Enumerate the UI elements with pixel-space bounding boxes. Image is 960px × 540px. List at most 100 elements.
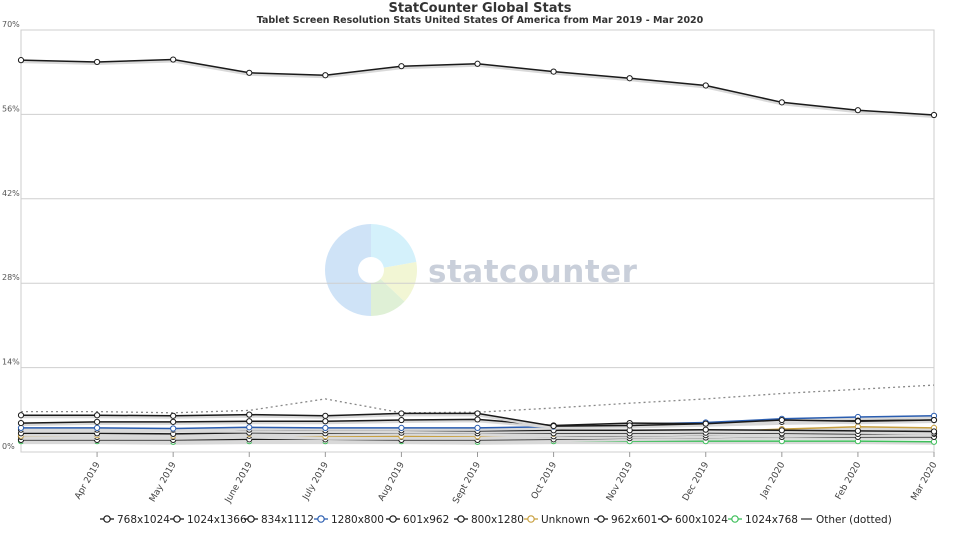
legend-marker (457, 515, 465, 523)
data-point[interactable] (246, 424, 253, 431)
data-point[interactable] (93, 424, 101, 431)
legend-item[interactable]: 1024x768 (728, 514, 798, 526)
series-768x1024 (17, 56, 938, 119)
plot-frame (20, 29, 935, 453)
series-1024x1366 (17, 410, 938, 430)
y-tick-label: 14% (2, 358, 20, 367)
statcounter-watermark: statcounter (325, 224, 638, 316)
data-point[interactable] (17, 419, 25, 427)
data-point[interactable] (93, 58, 101, 66)
legend-item[interactable]: 768x1024 (100, 514, 170, 526)
data-point[interactable] (246, 411, 253, 418)
data-point[interactable] (398, 63, 405, 70)
series-layer (17, 56, 938, 445)
legend-item[interactable]: Other (dotted) (801, 514, 892, 526)
data-point[interactable] (474, 416, 481, 423)
x-tick-label: Nov 2019 (605, 460, 635, 503)
data-point[interactable] (474, 60, 481, 67)
data-point[interactable] (930, 416, 938, 424)
legend-label: 834x1112 (261, 514, 314, 526)
x-tick-label: Sept 2019 (451, 460, 483, 505)
statcounter-logo-icon (325, 224, 417, 316)
chart-subtitle: Tablet Screen Resolution Stats United St… (257, 15, 704, 26)
data-point[interactable] (854, 107, 862, 114)
legend-item[interactable]: 834x1112 (244, 514, 314, 526)
data-point[interactable] (170, 56, 177, 63)
legend-label: 1280x800 (331, 514, 384, 526)
series-other-dotted (21, 384, 935, 414)
watermark-text: statcounter (428, 254, 638, 290)
legend: 768x1024 1024x1366 834x1112 1280x800 601x962… (100, 514, 892, 526)
data-point[interactable] (398, 424, 405, 431)
legend-marker (661, 515, 669, 523)
data-point[interactable] (398, 410, 405, 417)
series-line (21, 384, 935, 414)
legend-label: 962x601 (611, 514, 657, 526)
data-point[interactable] (93, 412, 101, 419)
data-point[interactable] (93, 418, 101, 425)
data-point[interactable] (702, 420, 709, 427)
data-point[interactable] (170, 425, 177, 432)
series-line-shadow (20, 59, 935, 118)
data-point[interactable] (322, 424, 329, 431)
data-point[interactable] (702, 426, 709, 433)
data-point[interactable] (702, 82, 709, 89)
legend-item[interactable]: 600x1024 (658, 514, 728, 526)
data-point[interactable] (246, 418, 253, 425)
x-tick-label: Jan 2020 (758, 460, 787, 500)
data-point[interactable] (854, 418, 862, 425)
data-point[interactable] (626, 422, 633, 429)
data-point[interactable] (246, 69, 253, 76)
data-point[interactable] (322, 72, 329, 79)
legend-label: 1024x1366 (187, 514, 247, 526)
data-point[interactable] (17, 412, 25, 419)
data-point[interactable] (474, 424, 481, 431)
legend-item[interactable]: Unknown (524, 514, 590, 526)
data-point[interactable] (398, 416, 405, 424)
y-tick-label: 28% (2, 273, 20, 282)
data-point[interactable] (930, 428, 938, 435)
x-tick-label: May 2019 (148, 460, 179, 504)
y-tick-label: 70% (2, 20, 20, 29)
data-point[interactable] (778, 427, 785, 434)
legend-marker (103, 515, 111, 523)
data-point[interactable] (778, 99, 785, 106)
data-point[interactable] (778, 416, 785, 424)
legend-marker (597, 515, 605, 523)
data-point[interactable] (170, 418, 177, 425)
x-tick-label: Apr 2019 (73, 460, 102, 501)
x-tick-label: Dec 2019 (681, 460, 711, 503)
legend-marker (317, 515, 325, 523)
legend-item[interactable]: 601x962 (386, 514, 449, 526)
legend-label: 600x1024 (675, 514, 728, 526)
data-point[interactable] (474, 410, 481, 417)
data-point[interactable] (930, 111, 938, 119)
data-point[interactable] (322, 418, 329, 425)
data-point[interactable] (17, 57, 25, 64)
legend-item[interactable]: 800x1280 (454, 514, 524, 526)
data-point[interactable] (550, 68, 557, 75)
legend-label: Other (dotted) (816, 514, 892, 526)
legend-item[interactable]: 962x601 (594, 514, 657, 526)
y-tick-label: 56% (2, 104, 20, 113)
data-point[interactable] (626, 75, 633, 82)
data-point[interactable] (854, 427, 862, 434)
legend-label: 768x1024 (117, 514, 170, 526)
data-point[interactable] (550, 422, 557, 430)
y-tick-label: 0% (2, 442, 15, 451)
legend-label: Unknown (541, 514, 590, 526)
legend-label: 1024x768 (745, 514, 798, 526)
x-tick-label: Mar 2020 (910, 460, 940, 502)
x-tick-label: July 2019 (301, 460, 331, 502)
x-tick-label: Feb 2020 (834, 460, 864, 501)
legend-item[interactable]: 1024x1366 (170, 514, 247, 526)
legend-label: 601x962 (403, 514, 449, 526)
y-tick-label: 42% (2, 189, 20, 198)
data-point[interactable] (170, 412, 177, 419)
data-point[interactable] (322, 412, 329, 419)
legend-marker (731, 515, 739, 523)
legend-item[interactable]: 1280x800 (314, 514, 384, 526)
y-axis: 0% 14% 28% 42% 56% 70% (2, 20, 20, 451)
legend-marker (247, 515, 255, 523)
